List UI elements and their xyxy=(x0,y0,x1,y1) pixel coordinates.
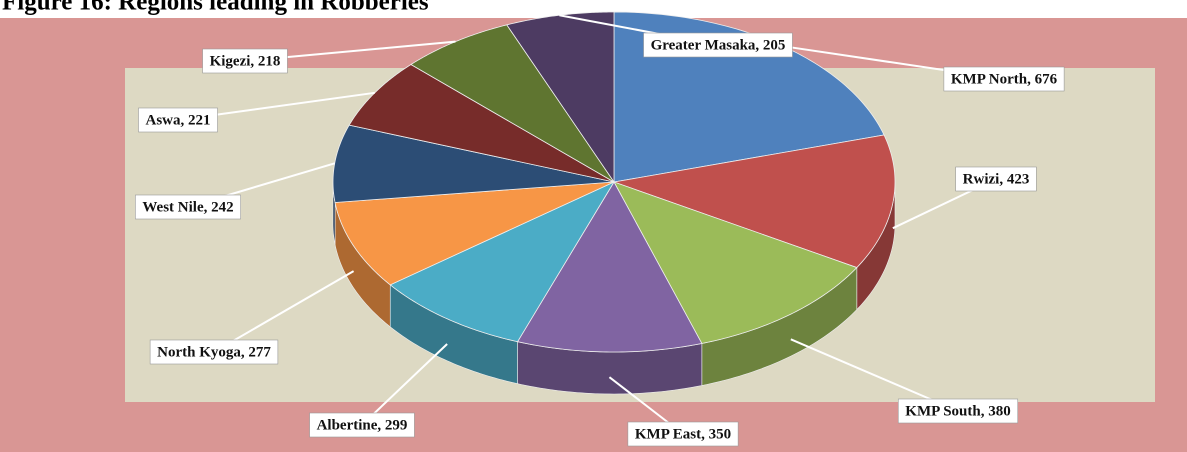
slice xyxy=(612,134,896,269)
slice xyxy=(410,24,615,183)
label-box xyxy=(202,48,288,74)
data-label: West Nile, 242 xyxy=(142,199,233,215)
data-label: KMP South, 380 xyxy=(905,403,1010,419)
slice xyxy=(348,64,615,183)
label-box xyxy=(138,107,218,133)
slice xyxy=(334,181,615,286)
slice xyxy=(613,181,858,344)
slice xyxy=(516,181,703,353)
label-box xyxy=(627,421,739,447)
leader-line xyxy=(213,270,355,353)
label-box xyxy=(135,194,241,220)
data-label: KMP North, 676 xyxy=(951,71,1058,87)
data-label: Greater Masaka, 205 xyxy=(651,37,786,53)
label-box xyxy=(943,66,1065,92)
label-box xyxy=(149,339,279,365)
data-label: KMP East, 350 xyxy=(635,426,731,442)
data-label: Albertine, 299 xyxy=(317,417,408,433)
slice xyxy=(389,181,616,343)
leader-line xyxy=(361,343,448,426)
chart-title: Figure 16: Regions leading in Robberies xyxy=(2,0,429,16)
data-label: Aswa, 221 xyxy=(145,112,210,128)
data-label: Kigezi, 218 xyxy=(210,53,281,69)
label-box xyxy=(897,398,1019,424)
label-box xyxy=(309,412,415,438)
label-box xyxy=(643,32,793,58)
data-label: Rwizi, 423 xyxy=(963,171,1030,187)
label-box xyxy=(955,166,1037,192)
data-label: North Kyoga, 277 xyxy=(157,344,271,360)
